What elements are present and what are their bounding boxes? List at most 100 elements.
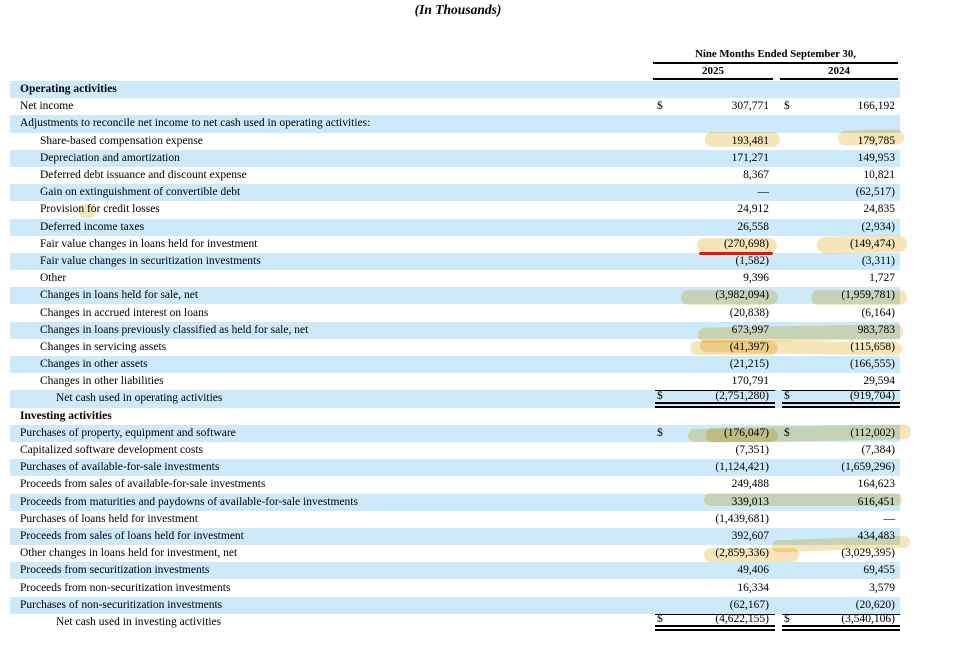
value-text: (21,215) [729, 358, 769, 371]
row-label: Deferred debt issuance and discount expe… [40, 169, 247, 182]
value-cell: $ (3,540,106) [782, 613, 900, 631]
value-text: (115,658) [850, 340, 895, 353]
row-label: Operating activities [20, 83, 117, 96]
value-cell: (2,934) [782, 219, 900, 236]
row-label: Other changes in loans held for investme… [20, 547, 238, 560]
value-text: 9,396 [743, 272, 769, 285]
row-label: Investing activities [20, 409, 112, 422]
value-text: (1,124,421) [715, 461, 769, 474]
dollar-sign: $ [657, 426, 663, 439]
value-cell: (3,029,395) [782, 545, 900, 562]
value-text: 26,558 [737, 220, 769, 233]
table-row: Fair value changes in loans held for inv… [10, 236, 900, 253]
row-label: Depreciation and amortization [40, 151, 180, 164]
table-row: Proceeds from maturities and paydowns of… [10, 493, 900, 511]
table-row: Net cash used in operating activities $ (2… [10, 389, 900, 408]
value-text: (2,859,336) [715, 547, 769, 560]
value-text: (176,047) [723, 426, 769, 439]
table-row: Changes in accrued interest on loans (20,… [10, 304, 900, 321]
value-cell: (20,838) [655, 304, 775, 321]
table-body: Operating activities Net income $307,771 $1… [10, 81, 900, 631]
value-text: (112,002) [850, 426, 895, 439]
value-text: 1,727 [869, 272, 895, 285]
column-header-2025: 2025 [653, 65, 773, 80]
table-row: Proceeds from sales of available-for-sal… [10, 476, 900, 493]
year-columns-header: 2025 2024 [653, 65, 898, 80]
value-cell: 24,912 [655, 201, 775, 218]
value-cell: 164,623 [782, 476, 900, 493]
value-text: (6,164) [861, 306, 895, 319]
row-label: Share-based compensation expense [40, 134, 203, 147]
value-text: 179,785 [857, 134, 895, 147]
row-label: Changes in loans held for sale, net [40, 289, 199, 302]
table-row: Changes in servicing assets (41,397) (115,… [10, 339, 900, 356]
value-cell: $307,771 [655, 98, 775, 115]
row-label: Changes in other assets [40, 358, 148, 371]
value-cell: 193,481 [655, 133, 775, 150]
table-row: Gain on extinguishment of convertible de… [10, 184, 900, 202]
row-label: Proceeds from non-securitization investm… [20, 581, 231, 594]
value-cell: 249,488 [655, 476, 775, 493]
page-title: (In Thousands) [414, 2, 502, 17]
row-label: Changes in servicing assets [40, 340, 167, 353]
row-label: Purchases of property, equipment and sof… [20, 426, 236, 439]
value-cell: 24,835 [782, 201, 900, 218]
table-row: Net income $307,771 $166,192 [10, 98, 900, 115]
value-text: (1,659,296) [841, 461, 895, 474]
value-text: 983,783 [857, 323, 895, 336]
value-cell: 673,997 [655, 322, 775, 339]
value-text: 170,791 [731, 375, 769, 388]
value-cell: $166,192 [782, 98, 900, 115]
dollar-sign: $ [784, 613, 790, 626]
table-row: Purchases of non-securitization investme… [10, 596, 900, 614]
row-label: Purchases of loans held for investment [20, 512, 198, 525]
value-cell: (3,311) [782, 253, 900, 270]
table-row: Proceeds from non-securitization investm… [10, 579, 900, 596]
value-cell: 3,579 [782, 579, 900, 596]
value-text: 10,821 [863, 169, 895, 182]
value-cell: (1,959,781) [782, 287, 900, 304]
value-cell: (62,167) [655, 597, 775, 614]
row-label: Capitalized software development costs [20, 444, 203, 457]
dollar-sign: $ [657, 389, 663, 402]
value-text: (3,982,094) [715, 289, 769, 302]
value-text: 193,481 [731, 134, 769, 147]
value-cell: (2,859,336) [655, 545, 775, 562]
value-cell: 983,783 [782, 322, 900, 339]
row-label: Changes in loans previously classified a… [40, 323, 309, 336]
value-cell: (1,124,421) [655, 459, 775, 476]
column-header-2024: 2024 [780, 65, 898, 80]
row-label: Gain on extinguishment of convertible de… [40, 186, 241, 199]
table-header: Nine Months Ended September 30, 2025 202… [653, 48, 898, 80]
value-cell: 434,483 [782, 528, 900, 545]
value-text: (1,959,781) [841, 289, 895, 302]
row-label: Deferred income taxes [40, 220, 145, 233]
value-text: (62,517) [855, 186, 895, 199]
row-label: Proceeds from sales of loans held for in… [20, 529, 244, 542]
value-text: (1,439,681) [715, 512, 769, 525]
period-header: Nine Months Ended September 30, [653, 48, 898, 64]
value-cell: (21,215) [655, 356, 775, 373]
value-text: (1,582) [735, 254, 769, 267]
value-cell: 69,455 [782, 562, 900, 579]
value-cell [782, 408, 900, 425]
value-cell: — [655, 184, 775, 201]
table-row: Proceeds from sales of loans held for in… [10, 527, 900, 546]
value-cell: $ (4,622,155) [655, 613, 775, 631]
table-row: Changes in loans previously classified a… [10, 321, 900, 339]
row-label: Proceeds from sales of available-for-sal… [20, 478, 266, 491]
value-text: (7,384) [861, 444, 895, 457]
table-row: Depreciation and amortization 171,271 149,… [10, 149, 900, 167]
table-row: Operating activities [10, 81, 900, 99]
value-text: (166,555) [849, 358, 895, 371]
value-text: 149,953 [857, 151, 895, 164]
value-text: 8,367 [743, 169, 769, 182]
value-text: (62,167) [729, 598, 769, 611]
value-cell [782, 115, 900, 132]
value-text: (3,029,395) [841, 547, 895, 560]
value-text: 69,455 [863, 564, 895, 577]
value-text: — [757, 186, 770, 199]
value-cell: $ (112,002) [782, 425, 900, 442]
column-gap [773, 65, 780, 80]
